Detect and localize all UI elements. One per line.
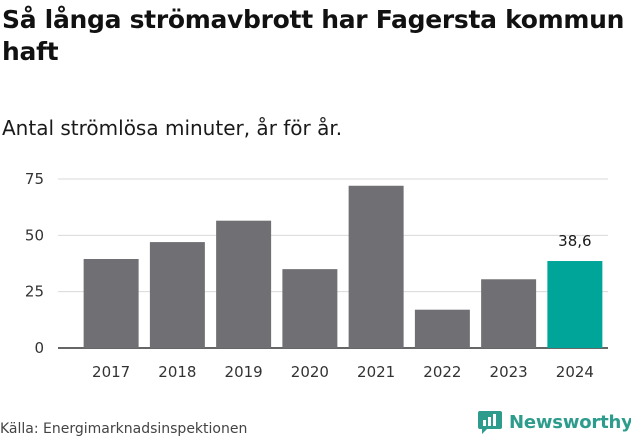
x-tick-label: 2017 [92, 363, 130, 381]
chart-subtitle: Antal strömlösa minuter, år för år. [2, 116, 343, 140]
brand-name: Newsworthy [509, 411, 631, 433]
y-tick-label: 0 [34, 339, 44, 357]
bar-2021 [348, 185, 404, 348]
x-tick-label: 2021 [357, 363, 395, 381]
x-tick-label: 2020 [291, 363, 329, 381]
x-tick-label: 2023 [490, 363, 528, 381]
y-tick-label: 50 [25, 226, 44, 244]
x-tick-label: 2024 [556, 363, 594, 381]
bar-2018 [149, 242, 205, 348]
data-label: 38,6 [558, 232, 591, 250]
bar-2024 [547, 261, 603, 348]
bar-2019 [216, 220, 272, 348]
newsworthy-logo[interactable]: Newsworthy [477, 408, 631, 436]
y-tick-label: 75 [25, 170, 44, 188]
bars [83, 185, 603, 348]
bar-2022 [414, 309, 470, 348]
x-tick-label: 2018 [158, 363, 196, 381]
chart-title: Så långa strömavbrott har Fagersta kommu… [2, 5, 625, 66]
bar-2020 [282, 269, 338, 348]
y-tick-label: 25 [25, 283, 44, 301]
bar-chart: 0 25 50 75 2017 2018 2019 2020 2021 2022 2023 2024 3… [25, 170, 608, 381]
labels: 0 25 50 75 2017 2018 2019 2020 2021 2022 2023 2024 3… [25, 170, 594, 381]
newsworthy-logo-icon [478, 411, 502, 434]
x-tick-label: 2019 [225, 363, 263, 381]
x-tick-label: 2022 [423, 363, 461, 381]
bar-2023 [481, 279, 537, 348]
bar-2017 [83, 258, 139, 348]
source-note: Källa: Energimarknadsinspektionen [0, 421, 248, 437]
